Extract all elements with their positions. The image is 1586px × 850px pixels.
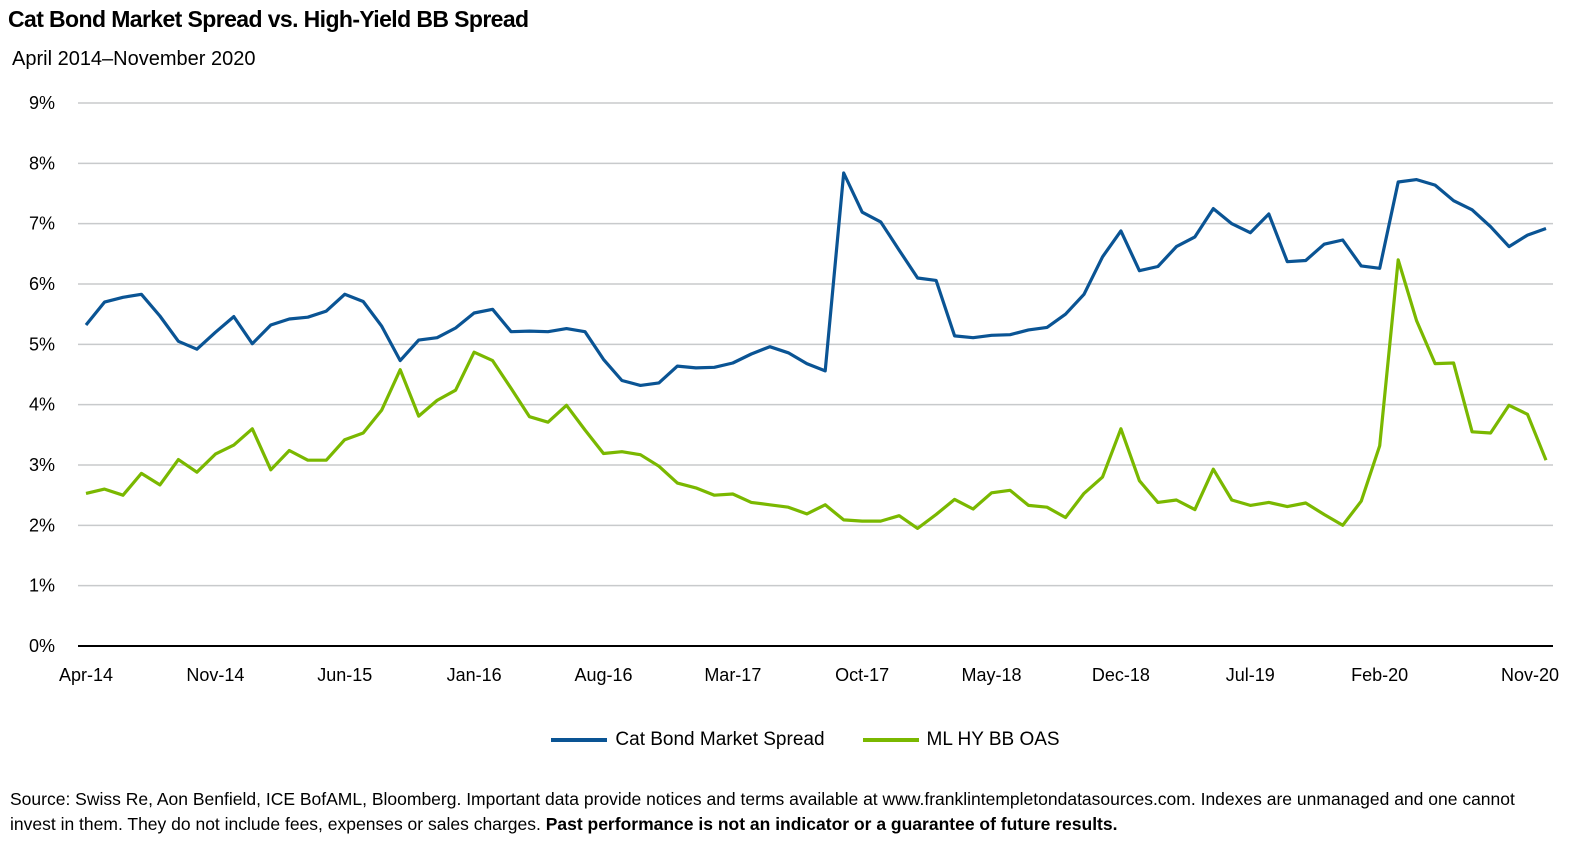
legend-item-cat-bond: Cat Bond Market Spread [551, 729, 825, 751]
series-line-cat-bond [84, 171, 1547, 387]
x-tick-label: Apr-14 [59, 665, 113, 685]
y-tick-label: 4% [29, 395, 55, 415]
y-tick-label: 7% [29, 214, 55, 234]
y-tick-label: 3% [29, 455, 55, 475]
x-tick-label: May-18 [962, 665, 1022, 685]
y-tick-label: 1% [29, 576, 55, 596]
y-tick-label: 2% [29, 515, 55, 535]
x-tick-label: Jul-19 [1226, 665, 1275, 685]
series-line-hy-bb [85, 258, 1548, 531]
legend-item-hy-bb: ML HY BB OAS [862, 729, 1060, 751]
legend-label: ML HY BB OAS [926, 729, 1060, 750]
y-tick-label: 5% [29, 334, 55, 354]
x-tick-label: Oct-17 [835, 665, 889, 685]
x-tick-label: Nov-20 [1501, 665, 1559, 685]
source-note: Source: Swiss Re, Aon Benfield, ICE BofA… [10, 787, 1550, 837]
legend: Cat Bond Market Spread ML HY BB OAS [0, 729, 1586, 751]
legend-swatch-hy-bb [862, 738, 919, 742]
line-chart: 0% 1% 2% 3% 4% 5% 6% 7% 8% 9% Apr-14 Nov-14 Jun-15 J… [29, 93, 1559, 685]
gridlines [78, 102, 1553, 647]
y-tick-label: 9% [29, 93, 55, 113]
legend-label: Cat Bond Market Spread [615, 729, 825, 750]
disclaimer: Past performance is not an indicator or … [545, 814, 1118, 834]
x-tick-label: Aug-16 [574, 665, 632, 685]
x-tick-label: Dec-18 [1092, 665, 1150, 685]
x-tick-label: Jun-15 [317, 665, 372, 685]
chart-title: Cat Bond Market Spread vs. High-Yield BB… [8, 6, 529, 32]
x-tick-label: Nov-14 [186, 665, 244, 685]
y-tick-label: 0% [29, 636, 55, 656]
y-tick-label: 8% [29, 153, 55, 173]
x-tick-label: Mar-17 [704, 665, 761, 685]
legend-swatch-cat-bond [551, 738, 608, 742]
x-tick-label: Jan-16 [447, 665, 502, 685]
y-axis-ticks: 0% 1% 2% 3% 4% 5% 6% 7% 8% 9% [29, 93, 55, 656]
x-tick-label: Feb-20 [1351, 665, 1408, 685]
y-tick-label: 6% [29, 274, 55, 294]
chart-subtitle: April 2014–November 2020 [12, 48, 256, 70]
source-text: Source: Swiss Re, Aon Benfield, ICE BofA… [10, 789, 1515, 834]
x-axis-ticks: Apr-14 Nov-14 Jun-15 Jan-16 Aug-16 Mar-17 Oct-… [59, 665, 1559, 685]
series-lines [84, 171, 1548, 531]
